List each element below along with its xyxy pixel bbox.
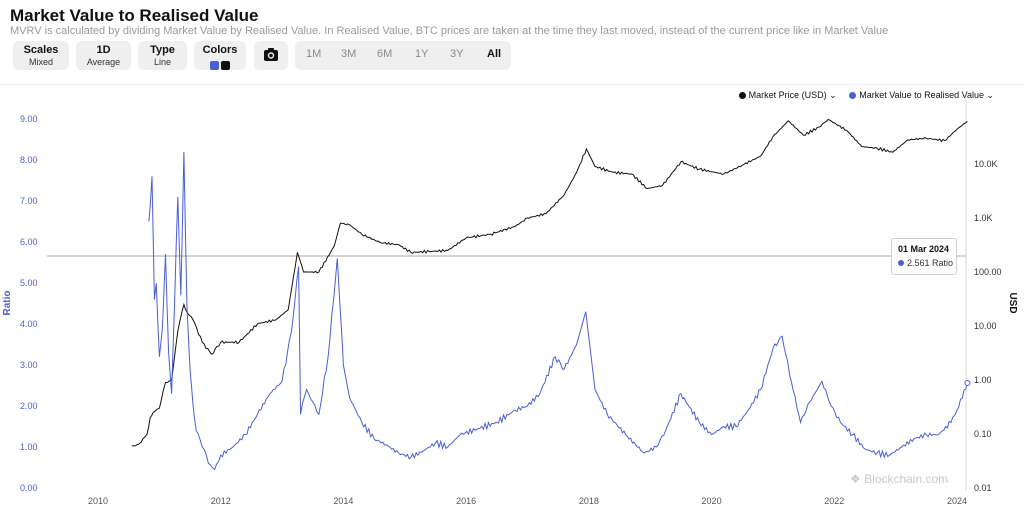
legend-dot [849,92,857,99]
range-1m[interactable]: 1M [306,48,322,60]
right-axis-label: USD [1007,292,1018,313]
interval-button[interactable]: 1D Average [76,41,131,70]
legend-item-market-price[interactable]: Market Price (USD) ⌄ [738,90,837,101]
page-title: Market Value to Realised Value [10,6,259,25]
left-axis-tick-label: 7.00 [20,196,38,206]
left-axis-tick-label: 5.00 [20,278,38,288]
range-6m[interactable]: 6M [377,48,393,60]
series-line-market-price [131,118,968,447]
interval-label: 1D [96,44,111,56]
left-axis-tick-label: 4.00 [20,319,38,329]
left-axis-tick-label: 8.00 [20,155,38,165]
right-axis-tick-label: 10.00 [974,321,997,331]
chevron-down-icon[interactable]: ⌄ [826,90,837,100]
right-axis-tick-label: 0.10 [974,429,992,439]
chart-legend: Market Price (USD) ⌄ Market Value to Rea… [729,90,994,101]
camera-icon [264,48,278,61]
x-axis-tick-label: 2014 [333,496,353,506]
type-label: Type [150,44,175,56]
left-axis-tick-label: 2.00 [20,401,38,411]
page-subtitle: MVRV is calculated by dividing Market Va… [10,25,889,37]
x-axis-tick-label: 2022 [824,496,844,506]
tooltip-value: 2.561 Ratio [907,258,954,268]
x-axis-tick-label: 2016 [456,496,476,506]
colors-button[interactable]: Colors [194,41,246,70]
tooltip-date: 01 Mar 2024 [898,244,950,254]
series-line-mvrv [148,151,968,471]
range-3m[interactable]: 3M [341,48,357,60]
right-axis-tick-label: 1.00 [974,375,992,385]
hover-point-marker [964,379,971,386]
type-button[interactable]: Type Line [138,41,187,70]
color-swatch-mvrv[interactable] [210,60,219,70]
x-axis-tick-label: 2010 [88,496,108,506]
header-divider [0,84,1024,85]
x-axis-tick-label: 2020 [702,496,722,506]
left-axis-tick-label: 1.00 [20,442,38,452]
watermark-text: Blockchain.com [864,472,949,486]
range-all[interactable]: All [487,48,502,60]
x-axis-tick-label: 2024 [947,496,967,506]
left-axis-tick-label: 9.00 [20,114,38,124]
left-axis-tick-label: 3.00 [20,360,38,370]
chevron-down-icon[interactable]: ⌄ [983,90,994,100]
watermark: ❖ Blockchain.com [850,472,949,486]
time-range-group: 1M 3M 6M 1Y 3Y All [295,41,511,70]
legend-item-mvrv[interactable]: Market Value to Realised Value ⌄ [849,90,994,101]
colors-label: Colors [202,44,238,56]
range-3y[interactable]: 3Y [450,48,464,60]
color-swatch-price[interactable] [221,60,230,70]
scales-button[interactable]: Scales Mixed [13,41,69,70]
interval-value: Average [86,57,121,67]
camera-button[interactable] [254,41,288,70]
right-axis-tick-label: 100.00 [974,267,1002,277]
legend-label-mvrv: Market Value to Realised Value [859,90,984,100]
left-axis-tick-label: 0.00 [20,483,38,493]
legend-label-market-price: Market Price (USD) [748,90,827,100]
x-axis-tick-label: 2018 [579,496,599,506]
tooltip-dot [898,260,904,266]
right-axis-tick-label: 1.0K [974,213,993,223]
chart-tooltip: 01 Mar 2024 2.561 Ratio [891,238,957,275]
scales-label: Scales [23,44,59,56]
legend-dot [738,92,746,99]
tooltip-row: 2.561 Ratio [898,258,956,268]
x-axis-tick-label: 2012 [211,496,231,506]
type-value: Line [153,57,171,67]
left-axis-label: Ratio [2,291,13,316]
range-1y[interactable]: 1Y [415,48,429,60]
right-axis-tick-label: 10.0K [974,159,998,169]
scales-value: Mixed [28,57,53,67]
left-axis-tick-label: 6.00 [20,237,38,247]
right-axis-tick-label: 0.01 [974,483,992,493]
